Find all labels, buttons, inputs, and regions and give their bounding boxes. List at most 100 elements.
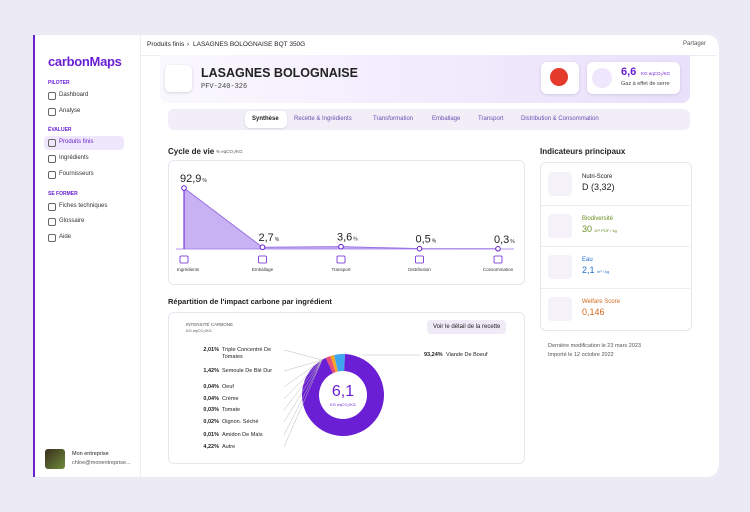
ingredient-value: 0,01% [203, 432, 219, 438]
divider [541, 204, 690, 206]
carbon-label: Gaz à effet de serre [621, 81, 670, 87]
breadcrumb[interactable]: Produits finis [147, 41, 185, 48]
stage-icon [258, 255, 267, 264]
indicator-icon [548, 213, 572, 238]
nav-item[interactable]: Ingrédients [59, 155, 89, 162]
unit: % [353, 237, 358, 243]
ingredient-name: Tomate [222, 407, 241, 413]
point [181, 185, 187, 191]
ingredient-name: Oeuf [222, 384, 234, 390]
indicator-icon [548, 172, 572, 196]
breadcrumb[interactable]: LASAGNES BOLOGNAISE BQT 350G [193, 41, 306, 48]
nav-item[interactable]: Analyse [59, 107, 81, 114]
ingredient-name: Autre [222, 444, 236, 450]
donut-unit: KG eqCO₂/KG [330, 402, 356, 407]
ingredient-name: Amidon De Maïs [222, 432, 263, 438]
user-company: Mon entreprise [72, 451, 109, 457]
ingredient-value: 0,03% [203, 407, 219, 413]
indicator-name: Nutri-Score [582, 174, 613, 180]
donut-slice [334, 354, 338, 372]
carbon-unit: KG eqCO₂/KG [641, 71, 671, 76]
leader [283, 359, 323, 388]
ingredient-name: Oignon. Séché [222, 419, 259, 425]
user-email: chloe@monentreprise... [72, 460, 131, 466]
indicator-value: 30 [582, 223, 593, 234]
stage-label: Consommation [483, 267, 514, 272]
ingredient-value: 0,04% [203, 396, 219, 402]
tab-bar [168, 109, 690, 130]
stage-label: Emballage [252, 267, 274, 272]
unit: % [275, 237, 280, 243]
section-unit: % eqCO₂/KG [216, 149, 243, 154]
card [168, 312, 525, 464]
tab[interactable]: Emballage [432, 116, 461, 122]
ingredient-value: 93,24% [424, 352, 443, 358]
nav-section: PILOTER [48, 80, 70, 86]
indicator-unit: m³ / kg [597, 269, 610, 274]
logo: carbonMaps [48, 54, 122, 69]
indicator-icon [548, 255, 572, 279]
share-button[interactable]: Partager [683, 41, 707, 47]
section-title: Cycle de vie [168, 147, 215, 156]
tab-active [245, 111, 287, 128]
stage-label: Distribution [408, 267, 431, 272]
tab[interactable]: Synthèse [252, 116, 279, 122]
stage-icon [415, 255, 424, 264]
nav-item[interactable]: Aide [59, 233, 72, 240]
nav-icon [48, 92, 56, 100]
donut-slice [330, 355, 338, 373]
product-name: LASAGNES BOLOGNAISE [201, 66, 358, 80]
tab[interactable]: Transport [478, 116, 504, 122]
value: 0,5 [416, 234, 431, 246]
filter-unit: KG eqCO₂/KG [186, 328, 212, 333]
leader [283, 349, 323, 361]
indicator-value: D (3,32) [582, 182, 615, 192]
donut-slice [334, 354, 345, 372]
nav-icon [48, 233, 56, 242]
indicator-value: 0,146 [582, 306, 605, 317]
value: 2,7 [259, 232, 274, 244]
ingredient-name: Crème [222, 396, 239, 402]
stage-label: Ingrédients [177, 267, 200, 272]
nav-item[interactable]: Dashboard [59, 92, 89, 98]
nav-icon [48, 139, 56, 148]
tab[interactable]: Distribution & Consommation [521, 116, 599, 122]
nav-icon [48, 202, 56, 211]
nav-item[interactable]: Fiches techniques [59, 202, 108, 209]
breadcrumb-sep: › [187, 41, 190, 48]
leader [283, 359, 323, 372]
section-title: Indicateurs principaux [540, 147, 626, 156]
ingredient-name: Triple Concentré De Tomates [222, 347, 272, 360]
ingredient-value: 0,04% [203, 384, 219, 390]
ingredient-name: Semoule De Blé Dur [222, 368, 273, 374]
ingredient-value: 4,22% [203, 444, 219, 450]
filter-label[interactable]: INTENSITÉ CARBONE [186, 322, 234, 327]
card [540, 162, 692, 331]
value: 3,6 [337, 232, 352, 244]
nav-item[interactable]: Fournisseurs [59, 170, 94, 177]
nav-item[interactable]: Produits finis [59, 139, 94, 146]
indicator-value: 2,1 [582, 265, 595, 275]
value-label: 0,5% [416, 234, 437, 246]
nav-icon [48, 107, 56, 116]
area [184, 188, 498, 249]
nav-icon [48, 170, 56, 179]
donut-slice [334, 354, 338, 372]
nav-section: ÉVALUER [48, 127, 72, 134]
recipe-button[interactable]: Voir le détail de la recette [427, 320, 507, 334]
score-icon [550, 68, 568, 86]
nav-item[interactable]: Glossaire [59, 218, 85, 225]
carbon-icon [592, 68, 612, 88]
donut-total: 6,1 [332, 383, 354, 400]
value-label: 92,9% [180, 173, 207, 185]
tab[interactable]: Transformation [373, 116, 414, 122]
leader [283, 359, 323, 411]
stage-icon [493, 255, 503, 264]
card [168, 160, 525, 285]
unit: % [432, 239, 437, 245]
tab[interactable]: Recette & Ingrédients [294, 116, 352, 122]
nav-section: SE FORMER [48, 190, 78, 197]
indicator-name: Biodiversité [582, 215, 614, 222]
divider [541, 287, 690, 289]
